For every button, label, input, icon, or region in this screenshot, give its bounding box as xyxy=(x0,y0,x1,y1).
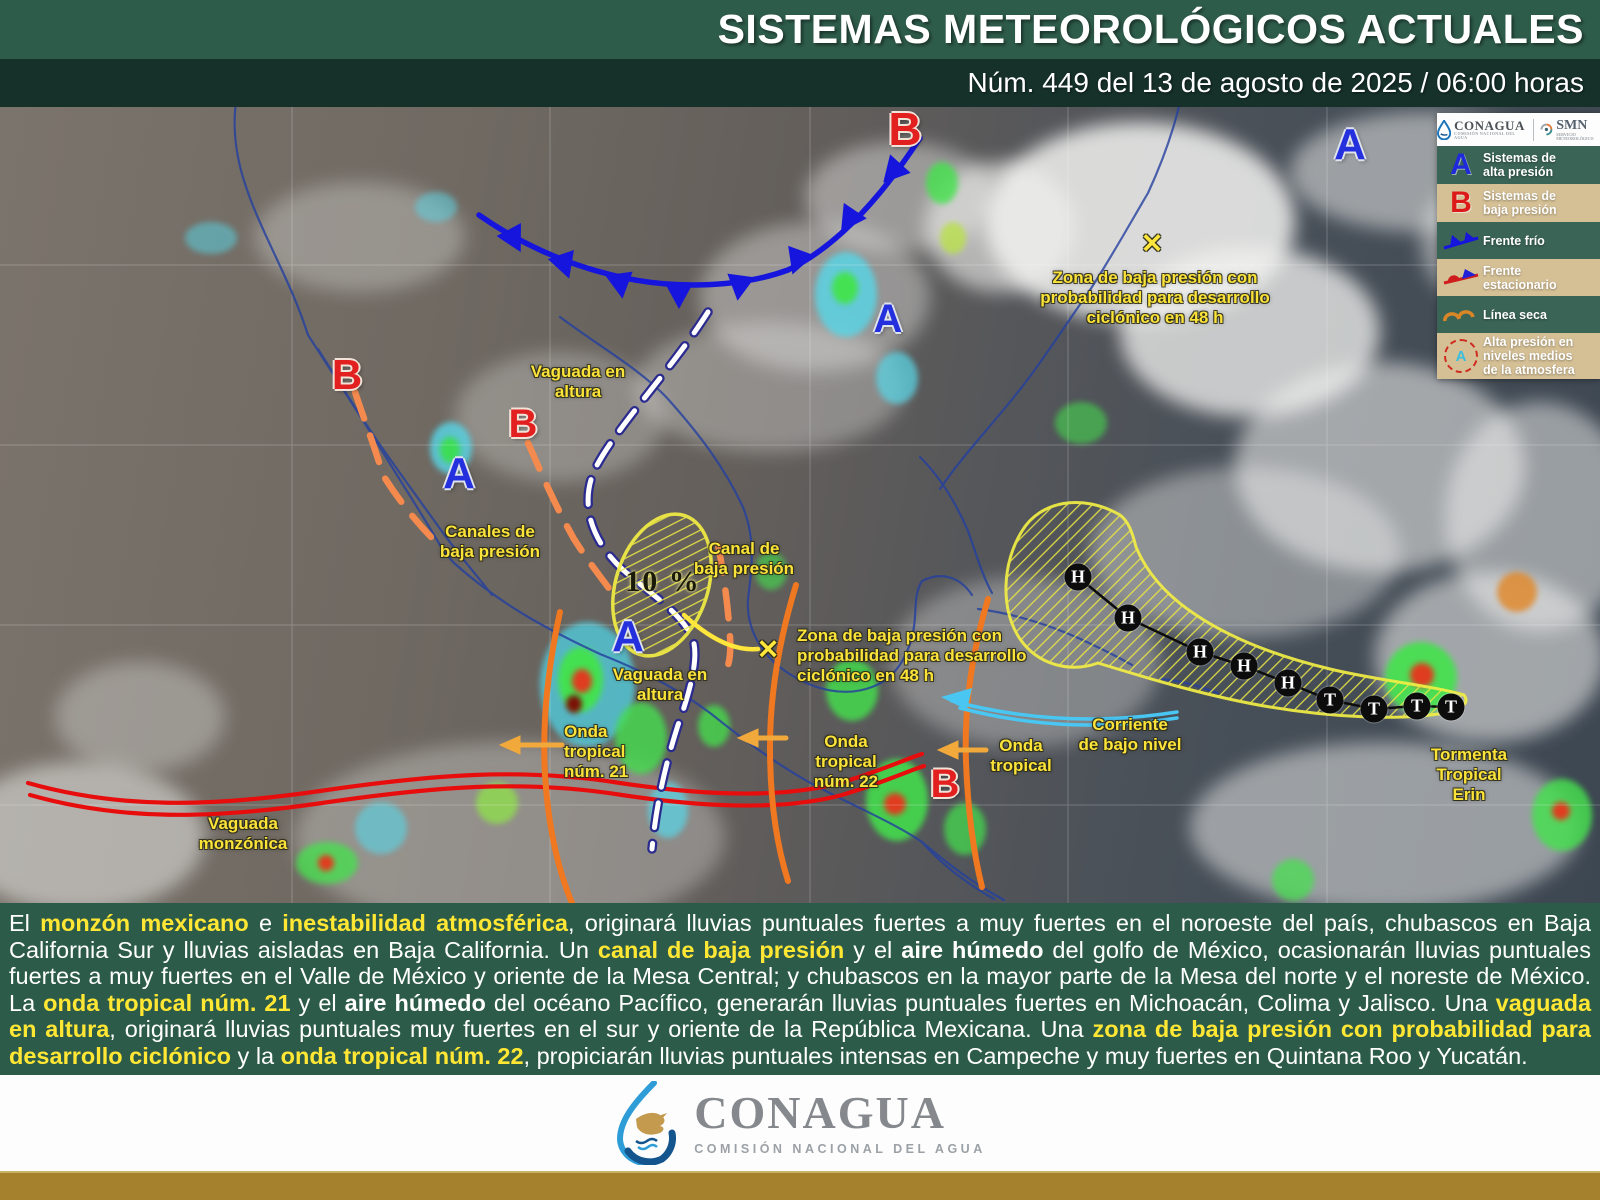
low-pressure-icon: B xyxy=(1450,186,1472,219)
legend-label: Sistemas de baja presión xyxy=(1483,189,1557,217)
high-pressure-icon: A xyxy=(1450,148,1472,181)
label-probabilidad-10: 10 % xyxy=(625,565,701,598)
smn-tagline-small: SERVICIO METEOROLÓGICO xyxy=(1556,131,1594,141)
hurricane-point-marker: H xyxy=(1186,638,1214,666)
footer: CONAGUA COMISIÓN NACIONAL DEL AGUA xyxy=(0,1075,1600,1171)
water-drop-icon xyxy=(1437,119,1452,140)
hurricane-point-marker: H xyxy=(1114,604,1142,632)
graticule xyxy=(0,107,1600,903)
map-overlay-graphics xyxy=(0,107,1600,903)
hurricane-point-marker: H xyxy=(1274,669,1302,697)
label-canales-baja-presion: Canales de baja presión xyxy=(439,522,541,562)
tropical-storm-point-marker: T xyxy=(1403,692,1431,720)
legend-item-baja-presion: B Sistemas de baja presión xyxy=(1437,184,1600,222)
hurricane-swirl-icon xyxy=(1540,123,1553,136)
map-legend: CONAGUA COMISIÓN NACIONAL DEL AGUA SMN SER… xyxy=(1437,113,1600,379)
label-vaguada-altura-norte: Vaguada en altura xyxy=(530,362,626,402)
tropical-wave-lines xyxy=(541,582,991,903)
conagua-drop-logo xyxy=(617,1081,677,1165)
cold-front-icon xyxy=(1443,231,1479,249)
high-pressure-marker: A xyxy=(873,297,903,341)
label-canal-baja-presion: Canal de baja presión xyxy=(693,539,795,579)
low-pressure-marker: B xyxy=(331,351,363,398)
satellite-weather-map: Zona de baja presión con probabilidad pa… xyxy=(0,107,1600,903)
subtitle-bar: Núm. 449 del 13 de agosto de 2025 / 06:0… xyxy=(0,59,1600,107)
legend-label: Línea seca xyxy=(1483,307,1547,322)
hurricane-point-marker: H xyxy=(1064,563,1092,591)
conagua-wordmark: CONAGUA xyxy=(1454,118,1525,133)
legend-label: Sistemas de alta presión xyxy=(1483,151,1556,179)
legend-label: Alta presión en niveles medios de la atm… xyxy=(1483,335,1575,377)
high-pressure-marker: A xyxy=(1334,120,1366,169)
smn-logo-small: SMN SERVICIO METEOROLÓGICO xyxy=(1540,117,1600,141)
conagua-tagline: COMISIÓN NACIONAL DEL AGUA xyxy=(694,1142,986,1156)
page-title: SISTEMAS METEOROLÓGICOS ACTUALES xyxy=(717,6,1584,52)
legend-item-frente-frio: Frente frío xyxy=(1437,222,1600,259)
low-pressure-marker: B xyxy=(930,762,960,806)
label-onda-tropical-21: Onda tropical núm. 21 xyxy=(564,722,629,782)
tropical-storm-point-marker: T xyxy=(1360,695,1388,723)
legend-item-frente-estacionario: Frente estacionario xyxy=(1437,259,1600,296)
conagua-logo-small: CONAGUA COMISIÓN NACIONAL DEL AGUA xyxy=(1437,119,1526,140)
label-zona-baja-presion-sur: Zona de baja presión con probabilidad pa… xyxy=(797,626,1027,686)
low-pressure-marker: B xyxy=(888,107,922,155)
hurricane-point-marker: H xyxy=(1230,652,1258,680)
mid-level-high-icon: A xyxy=(1444,339,1478,373)
smn-wordmark: SMN xyxy=(1556,117,1588,133)
label-corriente-bajo-nivel: Corriente de bajo nivel xyxy=(1078,715,1182,755)
title-bar: SISTEMAS METEOROLÓGICOS ACTUALES xyxy=(0,0,1600,59)
monsoon-trough-line xyxy=(25,751,927,817)
label-tormenta-tropical-erin: Tormenta Tropical Erin xyxy=(1430,745,1508,805)
wave-motion-arrows xyxy=(498,728,989,760)
development-x-icon: ✕ xyxy=(1140,228,1164,259)
conagua-wordmark-large: CONAGUA xyxy=(694,1087,946,1138)
legend-item-alta-presion: A Sistemas de alta presión xyxy=(1437,146,1600,184)
tropical-storm-point-marker: T xyxy=(1437,693,1465,721)
legend-header: CONAGUA COMISIÓN NACIONAL DEL AGUA SMN SER… xyxy=(1437,113,1600,146)
cold-front-line xyxy=(476,135,923,310)
development-x-icon: ✕ xyxy=(756,634,780,665)
label-vaguada-altura-sur: Vaguada en altura xyxy=(612,665,708,705)
low-pressure-marker: B xyxy=(508,402,538,446)
high-pressure-marker: A xyxy=(443,449,475,498)
cyclonic-development-area xyxy=(611,512,761,658)
storm-track-cone xyxy=(1004,501,1468,719)
label-onda-tropical-22: Onda tropical núm. 22 xyxy=(813,732,879,792)
tropical-storm-point-marker: T xyxy=(1316,686,1344,714)
forecast-description: El monzón mexicano e inestabilidad atmos… xyxy=(0,903,1600,1075)
label-vaguada-monzonica: Vaguada monzónica xyxy=(198,814,288,854)
conagua-tagline-small: COMISIÓN NACIONAL DEL AGUA xyxy=(1454,131,1516,140)
label-zona-baja-presion-norte: Zona de baja presión con probabilidad pa… xyxy=(1040,268,1270,328)
legend-item-alta-presion-media: A Alta presión en niveles medios de la a… xyxy=(1437,333,1600,379)
legend-label: Frente frío xyxy=(1483,233,1545,248)
logo-divider xyxy=(1532,118,1534,141)
low-pressure-channel-lines xyxy=(351,388,734,673)
stationary-front-icon xyxy=(1443,268,1479,284)
low-level-current-arrow xyxy=(941,688,1179,727)
footer-gold-bar xyxy=(0,1171,1600,1200)
high-pressure-marker: A xyxy=(612,612,644,661)
legend-label: Frente estacionario xyxy=(1483,263,1557,292)
dry-line-icon xyxy=(1443,309,1475,321)
legend-item-linea-seca: Línea seca xyxy=(1437,296,1600,333)
bulletin-number: Núm. 449 del 13 de agosto de 2025 / 06:0… xyxy=(967,67,1584,98)
label-onda-tropical: Onda tropical xyxy=(990,736,1052,776)
